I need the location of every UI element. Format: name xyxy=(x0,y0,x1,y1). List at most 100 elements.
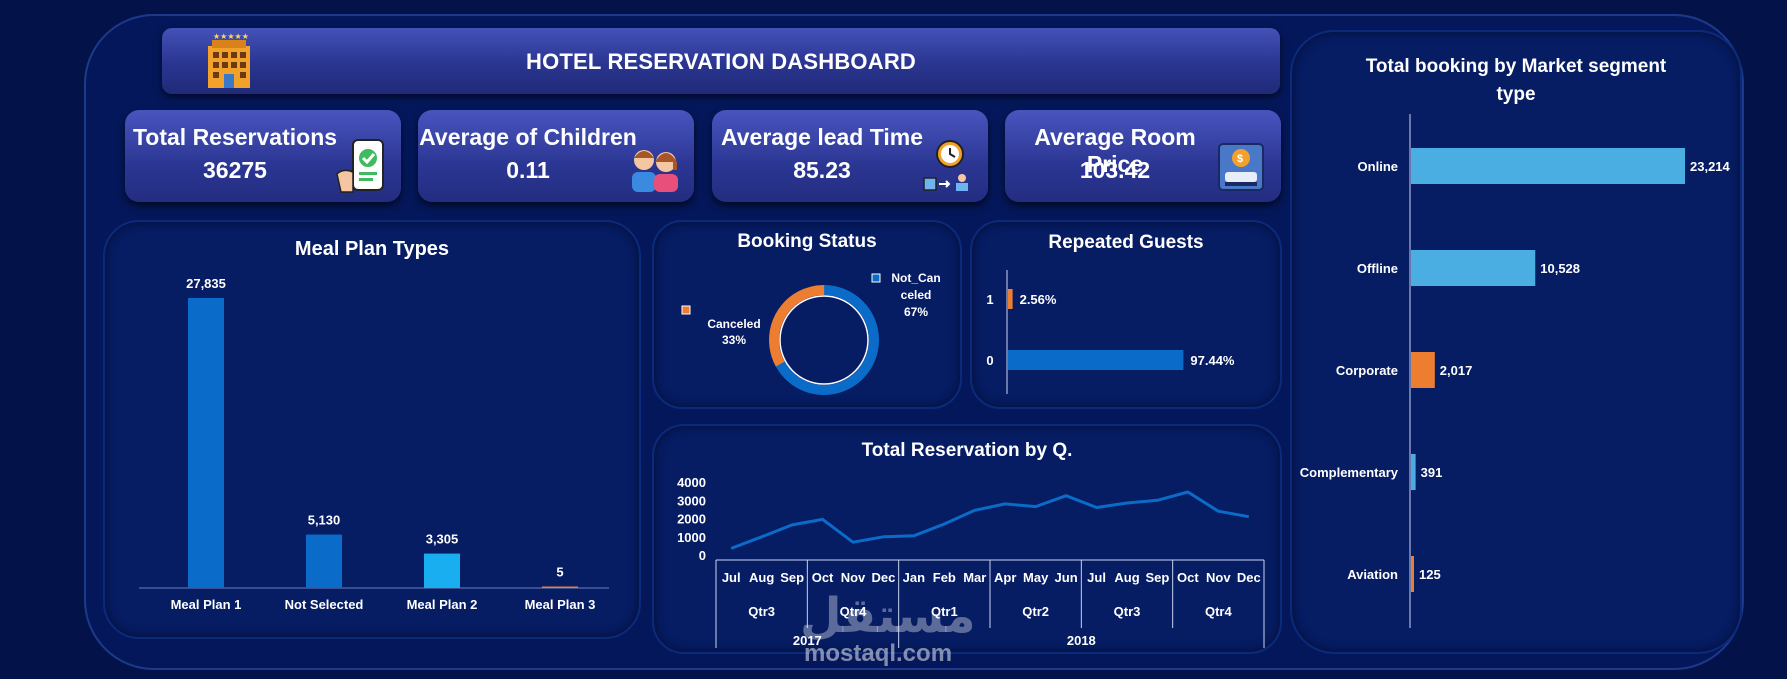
data-label: celed xyxy=(901,288,932,302)
year-label: 2018 xyxy=(1067,633,1096,648)
dashboard-title: HOTEL RESERVATION DASHBOARD xyxy=(525,49,917,74)
y-tick-label: 0 xyxy=(699,548,706,563)
category-label: Meal Plan 3 xyxy=(525,597,596,612)
repeated-guests-panel: Repeated Guests 1 2.56% 0 97.44% xyxy=(970,220,1282,409)
kpi-value: 85.23 xyxy=(793,157,851,183)
x-tick-label: Jan xyxy=(903,570,925,585)
x-tick-label: Jul xyxy=(1087,570,1106,585)
x-tick-label: Sep xyxy=(1146,570,1170,585)
data-label: Not_Can xyxy=(891,271,940,285)
data-label: 125 xyxy=(1419,567,1441,582)
year-label: 2017 xyxy=(793,633,822,648)
y-tick-label: 1000 xyxy=(677,530,706,545)
market-segment-chart: Online 23,214 Offline 10,528 Corporate 2,017 C… xyxy=(1300,114,1731,628)
bar xyxy=(1411,454,1416,490)
meal-plan-title: Meal Plan Types xyxy=(294,238,450,260)
reservations-by-quarter-chart: 4000 3000 2000 1000 0 Jul Aug Sep Oct Nov Dec Jan Fe… xyxy=(677,475,1265,648)
data-label: 5,130 xyxy=(308,513,341,528)
legend-marker xyxy=(681,305,691,315)
bar xyxy=(306,534,342,588)
kpi-total-reservations: Total Reservations 36275 xyxy=(125,110,401,202)
data-label: 391 xyxy=(1421,465,1443,480)
donut-inner-ring xyxy=(779,295,869,385)
x-tick-label: Mar xyxy=(963,570,986,585)
category-label: Online xyxy=(1358,159,1398,174)
market-segment-title-line1: Total booking by Market segment xyxy=(1365,56,1667,77)
x-tick-label: May xyxy=(1023,570,1049,585)
bar xyxy=(1411,148,1685,184)
meal-plan-chart: 27,835 Meal Plan 1 5,130 Not Selected 3,305 M… xyxy=(139,276,609,612)
bar xyxy=(1008,350,1184,370)
quarter-label: Qtr1 xyxy=(931,604,958,619)
booking-status-chart: Canceled 33% Not_Canceled 67% xyxy=(681,271,941,395)
quarter-label: Qtr4 xyxy=(840,604,868,619)
svg-text:★★★★★: ★★★★★ xyxy=(213,32,249,41)
clock-icon xyxy=(923,140,968,191)
bar xyxy=(1411,250,1536,286)
data-label: 2.56% xyxy=(1020,292,1057,307)
kpi-label: Average of Children xyxy=(419,124,637,150)
children-icon xyxy=(632,150,678,192)
kpi-label: Average lead Time xyxy=(721,124,923,150)
watermark-arabic: مستقل xyxy=(800,588,976,644)
kpi-label: Total Reservations xyxy=(132,124,338,150)
bar xyxy=(1411,352,1435,388)
data-label: 67% xyxy=(904,305,928,319)
x-tick-label: Aug xyxy=(749,570,774,585)
kpi-label: Average Room Price xyxy=(1034,124,1196,177)
category-label: 0 xyxy=(986,353,993,368)
x-tick-label: Nov xyxy=(841,570,866,585)
bar xyxy=(424,553,460,588)
x-tick-label: Jun xyxy=(1055,570,1078,585)
kpi-average-children: Average of Children 0.11 xyxy=(418,110,694,202)
hotel-price-icon: $ xyxy=(1218,143,1264,191)
y-tick-label: 3000 xyxy=(677,493,706,508)
bar xyxy=(188,298,224,588)
quarter-label: Qtr3 xyxy=(1114,604,1141,619)
data-label: 5 xyxy=(556,565,563,580)
category-label: Corporate xyxy=(1336,363,1398,378)
kpi-value: 36275 xyxy=(203,157,267,183)
title-bar: ★★★★★ HOTEL RESERVATION DASHBOARD xyxy=(162,28,1280,94)
kpi-value: 0.11 xyxy=(506,157,550,183)
data-label: 2,017 xyxy=(1440,363,1473,378)
x-tick-label: Sep xyxy=(780,570,804,585)
category-label: Complementary xyxy=(1300,465,1399,480)
category-label: 1 xyxy=(986,292,993,307)
series-line xyxy=(730,490,1250,550)
data-label: 97.44% xyxy=(1190,353,1235,368)
x-tick-label: Oct xyxy=(812,570,834,585)
phone-checkmark-icon xyxy=(336,139,384,193)
repeated-guests-title: Repeated Guests xyxy=(1048,232,1204,253)
bar xyxy=(1008,289,1013,309)
data-label: 3,305 xyxy=(426,532,459,547)
y-tick-label: 2000 xyxy=(677,512,706,527)
hotel-icon: ★★★★★ xyxy=(208,32,250,88)
legend-marker xyxy=(871,273,881,283)
meal-plan-panel: Meal Plan Types 27,835 Meal Plan 1 5,130 No… xyxy=(103,220,641,639)
category-label: Meal Plan 1 xyxy=(171,597,242,612)
data-label: 33% xyxy=(722,333,746,347)
x-tick-label: Oct xyxy=(1177,570,1199,585)
kpi-average-room-price: Average Room Price 103.42 $ xyxy=(1005,110,1281,202)
kpi-average-lead-time: Average lead Time 85.23 xyxy=(712,110,988,202)
x-tick-label: Apr xyxy=(994,570,1016,585)
category-label: Not Selected xyxy=(285,597,364,612)
reservations-by-quarter-title: Total Reservation by Q. xyxy=(861,440,1073,461)
x-tick-label: Jul xyxy=(722,570,741,585)
x-tick-label: Nov xyxy=(1206,570,1231,585)
x-tick-label: Aug xyxy=(1114,570,1139,585)
reservations-by-quarter-panel: Total Reservation by Q. 4000 3000 2000 1000… xyxy=(652,424,1282,654)
bar xyxy=(1411,556,1414,592)
data-label: Canceled xyxy=(707,317,760,331)
x-tick-label: Dec xyxy=(872,570,896,585)
data-label: 23,214 xyxy=(1690,159,1731,174)
booking-status-title: Booking Status xyxy=(737,231,877,252)
y-tick-label: 4000 xyxy=(677,475,706,490)
category-label: Aviation xyxy=(1347,567,1398,582)
x-tick-label: Feb xyxy=(933,570,956,585)
kpi-value: 103.42 xyxy=(1079,157,1151,183)
bar xyxy=(542,586,578,588)
market-segment-title-line2: type xyxy=(1496,84,1536,105)
